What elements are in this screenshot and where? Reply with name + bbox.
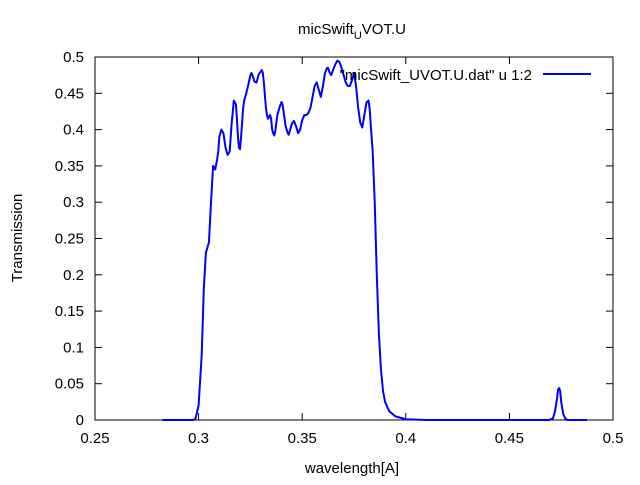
chart-title: micSwiftUVOT.U (298, 21, 406, 42)
series-layer (162, 59, 588, 421)
y-tick-label: 0.05 (55, 376, 84, 393)
x-axis-ticks: 0.25 0.3 0.35 0.4 0.45 0.5 (80, 57, 623, 447)
chart-title-rest: VOT.U (362, 21, 406, 38)
x-tick-label: 0.45 (495, 430, 524, 447)
y-tick-label: 0.5 (63, 49, 84, 66)
legend-label: "micSwift_UVOT.U.dat" u 1:2 (340, 67, 532, 84)
x-tick-label: 0.4 (395, 430, 416, 447)
y-tick-label: 0.25 (55, 231, 84, 248)
chart-title-subscript: U (354, 30, 362, 42)
y-tick-label: 0.35 (55, 158, 84, 175)
chart-title-main: micSwift (298, 21, 355, 38)
y-tick-label: 0 (76, 412, 84, 429)
x-tick-label: 0.5 (603, 430, 624, 447)
y-tick-label: 0.4 (63, 122, 84, 139)
x-axis-title: wavelength[A] (304, 460, 399, 477)
legend: "micSwift_UVOT.U.dat" u 1:2 (340, 67, 591, 84)
x-tick-label: 0.3 (188, 430, 209, 447)
y-tick-label: 0.3 (63, 194, 84, 211)
plot-border (94, 56, 614, 421)
x-tick-label: 0.35 (288, 430, 317, 447)
y-tick-label: 0.45 (55, 85, 84, 102)
y-tick-label: 0.2 (63, 267, 84, 284)
series-line (162, 59, 588, 421)
plot-frame (94, 56, 614, 421)
y-tick-label: 0.1 (63, 339, 84, 356)
x-tick-label: 0.25 (80, 430, 109, 447)
y-axis-ticks: 0 0.05 0.1 0.15 0.2 0.25 0.3 0.35 0.4 0.45 0.5 (55, 49, 613, 429)
y-axis-title: Transmission (9, 194, 26, 283)
y-tick-label: 0.15 (55, 303, 84, 320)
